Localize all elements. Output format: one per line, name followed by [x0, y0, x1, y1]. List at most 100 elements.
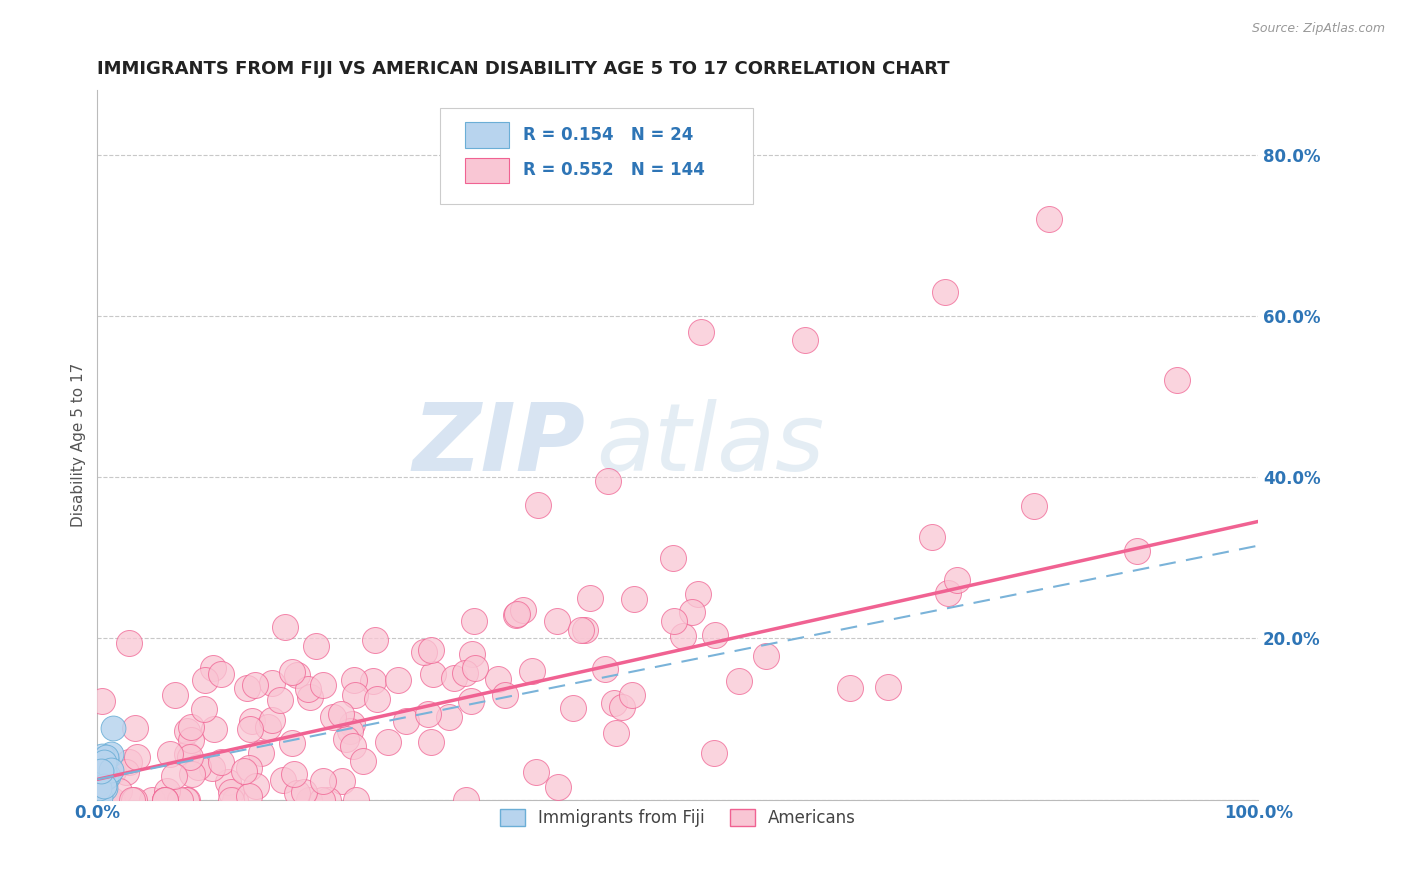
Text: R = 0.552   N = 144: R = 0.552 N = 144	[523, 161, 706, 179]
Point	[412, 645, 434, 659]
Point	[569, 623, 592, 637]
Point	[163, 769, 186, 783]
Point	[91, 767, 114, 781]
Point	[593, 662, 616, 676]
Point	[598, 474, 620, 488]
Point	[269, 692, 291, 706]
Point	[87, 777, 110, 791]
Point	[238, 722, 260, 736]
Point	[238, 789, 260, 803]
FancyBboxPatch shape	[440, 108, 754, 203]
Point	[256, 720, 278, 734]
Point	[122, 792, 145, 806]
Point	[97, 792, 120, 806]
Legend: Immigrants from Fiji, Americans: Immigrants from Fiji, Americans	[494, 802, 862, 834]
FancyBboxPatch shape	[465, 158, 509, 183]
Point	[343, 673, 366, 688]
Point	[180, 767, 202, 781]
Point	[94, 775, 117, 789]
Point	[605, 726, 627, 740]
Point	[285, 786, 308, 800]
Text: ZIP: ZIP	[412, 399, 585, 491]
Point	[180, 720, 202, 734]
Point	[209, 667, 232, 681]
Text: R = 0.154   N = 24: R = 0.154 N = 24	[523, 126, 693, 144]
Point	[108, 783, 131, 797]
Point	[387, 673, 409, 688]
Point	[688, 587, 710, 601]
Point	[91, 772, 114, 786]
Point	[91, 748, 114, 763]
Point	[91, 767, 114, 781]
Point	[623, 592, 645, 607]
Point	[297, 682, 319, 697]
Point	[335, 731, 357, 746]
Point	[274, 620, 297, 634]
Point	[420, 735, 443, 749]
Point	[463, 614, 485, 628]
Point	[681, 606, 703, 620]
Point	[703, 628, 725, 642]
Point	[238, 760, 260, 774]
Point	[794, 333, 817, 347]
Text: atlas: atlas	[596, 400, 825, 491]
Point	[176, 723, 198, 738]
Point	[176, 747, 198, 761]
Point	[520, 664, 543, 678]
Point	[443, 671, 465, 685]
Point	[547, 780, 569, 794]
Point	[209, 756, 232, 770]
Point	[422, 667, 444, 681]
Point	[281, 665, 304, 679]
Point	[420, 642, 443, 657]
Point	[703, 746, 725, 760]
Point	[141, 792, 163, 806]
Point	[153, 792, 176, 806]
Point	[89, 762, 111, 776]
Point	[672, 629, 695, 643]
Point	[690, 325, 713, 339]
Point	[755, 648, 778, 663]
Point	[322, 709, 344, 723]
Point	[118, 636, 141, 650]
Point	[194, 673, 217, 687]
Point	[201, 760, 224, 774]
Point	[312, 677, 335, 691]
Point	[91, 752, 114, 766]
Point	[839, 681, 862, 695]
Point	[100, 747, 122, 761]
Point	[224, 792, 246, 806]
Point	[305, 639, 328, 653]
Point	[174, 792, 197, 806]
Point	[217, 774, 239, 789]
Point	[574, 623, 596, 637]
Point	[90, 782, 112, 797]
Point	[180, 733, 202, 747]
Point	[260, 675, 283, 690]
Point	[292, 785, 315, 799]
Point	[281, 736, 304, 750]
Point	[90, 764, 112, 778]
Point	[193, 702, 215, 716]
Point	[330, 706, 353, 721]
Point	[87, 780, 110, 795]
Point	[153, 792, 176, 806]
Point	[219, 792, 242, 806]
Point	[727, 673, 749, 688]
Point	[366, 692, 388, 706]
Point	[169, 792, 191, 806]
Point	[100, 763, 122, 777]
Point	[454, 665, 477, 680]
Point	[464, 661, 486, 675]
Point	[603, 697, 626, 711]
Point	[101, 764, 124, 778]
Point	[236, 681, 259, 695]
Point	[159, 747, 181, 761]
Point	[361, 674, 384, 689]
Text: IMMIGRANTS FROM FIJI VS AMERICAN DISABILITY AGE 5 TO 17 CORRELATION CHART: IMMIGRANTS FROM FIJI VS AMERICAN DISABIL…	[97, 60, 950, 78]
Point	[377, 735, 399, 749]
Point	[101, 721, 124, 735]
Point	[115, 764, 138, 779]
Point	[240, 714, 263, 728]
Point	[330, 773, 353, 788]
